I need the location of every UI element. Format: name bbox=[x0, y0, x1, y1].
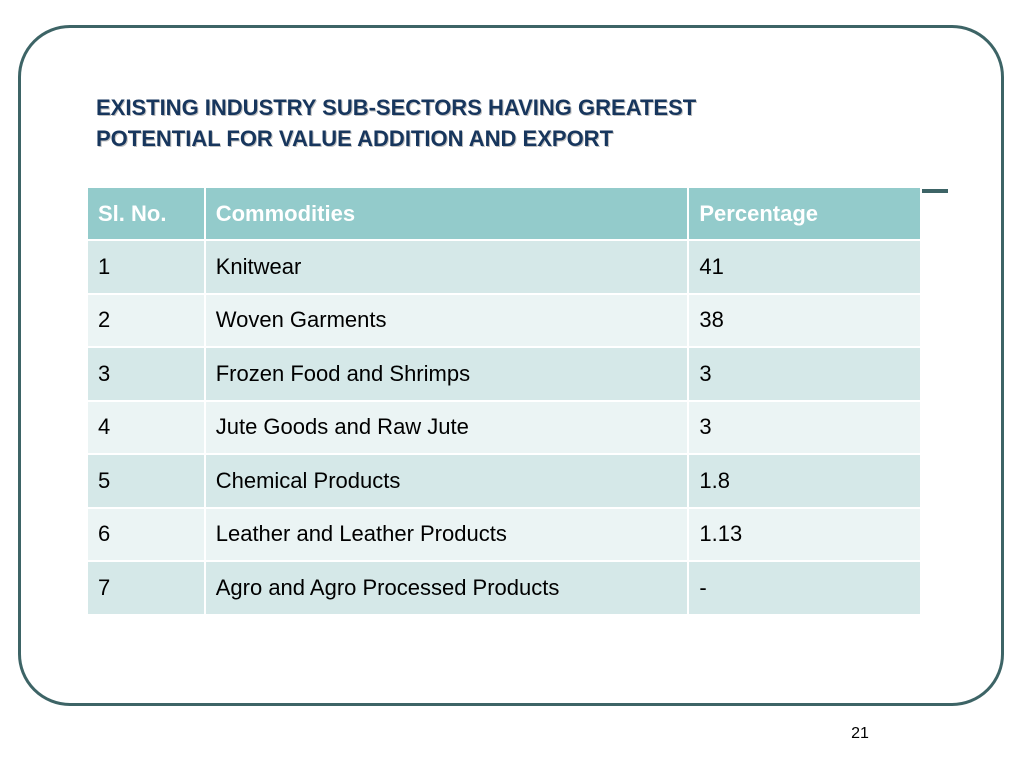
cell-commodity: Chemical Products bbox=[203, 453, 690, 509]
cell-commodity: Jute Goods and Raw Jute bbox=[203, 399, 690, 455]
header-sl-no: Sl. No. bbox=[86, 186, 206, 241]
table-row: 3 Frozen Food and Shrimps 3 bbox=[86, 346, 922, 402]
table-row: 1 Knitwear 41 bbox=[86, 239, 922, 295]
table-row: 4 Jute Goods and Raw Jute 3 bbox=[86, 399, 922, 455]
cell-commodity: Agro and Agro Processed Products bbox=[203, 560, 690, 616]
cell-percentage: 3 bbox=[687, 399, 922, 455]
cell-percentage: 38 bbox=[687, 292, 922, 348]
table-row: 2 Woven Garments 38 bbox=[86, 292, 922, 348]
table-row: 6 Leather and Leather Products 1.13 bbox=[86, 506, 922, 562]
table-row: 7 Agro and Agro Processed Products - bbox=[86, 560, 922, 616]
cell-percentage: 41 bbox=[687, 239, 922, 295]
cell-sl-no: 5 bbox=[86, 453, 206, 509]
cell-commodity: Woven Garments bbox=[203, 292, 690, 348]
cell-percentage: 1.8 bbox=[687, 453, 922, 509]
table-row: 5 Chemical Products 1.8 bbox=[86, 453, 922, 509]
commodities-table: Sl. No. Commodities Percentage 1 Knitwea… bbox=[86, 186, 922, 616]
cell-commodity: Knitwear bbox=[203, 239, 690, 295]
cell-percentage: - bbox=[687, 560, 922, 616]
title-line-2: POTENTIAL FOR VALUE ADDITION AND EXPORT bbox=[96, 126, 614, 151]
accent-line bbox=[920, 189, 948, 193]
page-number: 21 bbox=[851, 725, 869, 742]
table-header-row: Sl. No. Commodities Percentage bbox=[86, 186, 922, 241]
cell-sl-no: 4 bbox=[86, 399, 206, 455]
cell-percentage: 1.13 bbox=[687, 506, 922, 562]
header-percentage: Percentage bbox=[687, 186, 922, 241]
cell-commodity: Leather and Leather Products bbox=[203, 506, 690, 562]
cell-sl-no: 7 bbox=[86, 560, 206, 616]
slide-frame bbox=[18, 25, 1004, 706]
cell-sl-no: 1 bbox=[86, 239, 206, 295]
slide-title: EXISTING INDUSTRY SUB-SECTORS HAVING GRE… bbox=[96, 92, 926, 154]
cell-sl-no: 2 bbox=[86, 292, 206, 348]
cell-percentage: 3 bbox=[687, 346, 922, 402]
header-commodities: Commodities bbox=[203, 186, 690, 241]
cell-commodity: Frozen Food and Shrimps bbox=[203, 346, 690, 402]
cell-sl-no: 6 bbox=[86, 506, 206, 562]
cell-sl-no: 3 bbox=[86, 346, 206, 402]
title-line-1: EXISTING INDUSTRY SUB-SECTORS HAVING GRE… bbox=[96, 95, 697, 120]
